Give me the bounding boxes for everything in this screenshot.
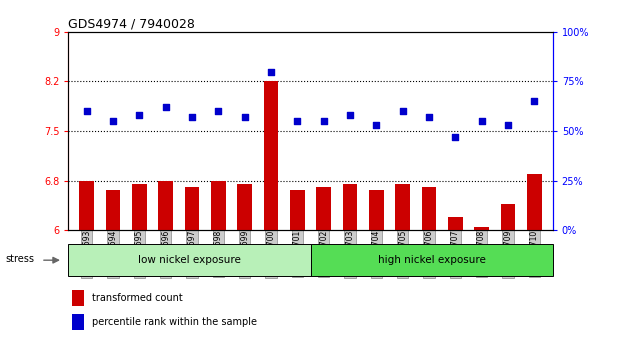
Bar <box>527 174 542 230</box>
Bar <box>369 190 384 230</box>
Bar <box>158 181 173 230</box>
Bar <box>317 187 331 230</box>
Point <box>187 114 197 120</box>
Point <box>214 108 224 114</box>
Point <box>292 118 302 124</box>
Text: low nickel exposure: low nickel exposure <box>138 255 241 265</box>
Bar <box>79 181 94 230</box>
Text: transformed count: transformed count <box>93 293 183 303</box>
Point <box>397 108 407 114</box>
Point <box>266 69 276 74</box>
Point <box>371 122 381 128</box>
Point <box>108 118 118 124</box>
Bar <box>474 227 489 230</box>
Point <box>134 112 144 118</box>
Point <box>319 118 329 124</box>
Bar <box>132 184 147 230</box>
Bar <box>310 244 553 276</box>
Point <box>424 114 434 120</box>
Bar <box>68 244 310 276</box>
Point <box>161 104 171 110</box>
Text: stress: stress <box>6 253 34 264</box>
Text: GDS4974 / 7940028: GDS4974 / 7940028 <box>68 18 195 31</box>
Bar <box>71 290 84 306</box>
Point <box>477 118 487 124</box>
Bar <box>237 184 252 230</box>
Bar <box>185 187 199 230</box>
Bar <box>448 217 463 230</box>
Text: high nickel exposure: high nickel exposure <box>378 255 486 265</box>
Bar <box>264 81 278 230</box>
Point <box>345 112 355 118</box>
Point <box>82 108 92 114</box>
Bar <box>71 314 84 330</box>
Point <box>240 114 250 120</box>
Text: percentile rank within the sample: percentile rank within the sample <box>93 317 257 327</box>
Bar <box>501 204 515 230</box>
Bar <box>211 181 225 230</box>
Bar <box>343 184 357 230</box>
Bar <box>290 190 304 230</box>
Point <box>450 134 460 140</box>
Bar <box>422 187 436 230</box>
Point <box>503 122 513 128</box>
Bar <box>106 190 120 230</box>
Point <box>529 98 539 104</box>
Bar <box>396 184 410 230</box>
